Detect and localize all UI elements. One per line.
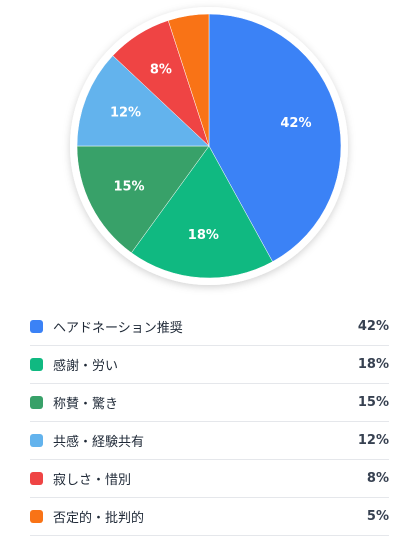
pie-chart-area: 42% 18% 15% 12% 8% [70,7,348,285]
slice-label: 15% [113,179,144,194]
legend-label: 称賛・驚き [53,397,119,412]
slice-label: 12% [110,105,141,120]
legend-item[interactable]: 感謝・労い 18% [30,346,389,384]
pie-slice[interactable] [208,13,342,263]
legend-swatch [30,320,43,333]
pie-slice[interactable] [131,145,273,279]
legend-label: 寂しさ・惜別 [53,473,132,488]
slice-label: 8% [150,63,172,78]
pie-slice[interactable] [76,55,210,147]
slice-label: 42% [280,116,311,131]
legend-item[interactable]: 否定的・批判的 5% [30,498,389,536]
legend-item[interactable]: ヘアドネーション推奨 42% [30,308,389,346]
legend-swatch [30,396,43,409]
legend-swatch [30,434,43,447]
legend-label: 感謝・労い [53,359,119,374]
legend-label: 共感・経験共有 [53,435,145,450]
pie-chart: 42% 18% 15% 12% 8% [70,7,348,285]
legend-swatch [30,472,43,485]
legend-item[interactable]: 共感・経験共有 12% [30,422,389,460]
legend-label: ヘアドネーション推奨 [53,321,183,336]
legend-swatch [30,358,43,371]
legend-item[interactable]: 称賛・驚き 15% [30,384,389,422]
legend-value: 18% [357,357,389,372]
legend-value: 15% [357,395,389,410]
pie-slice[interactable] [76,145,210,254]
legend-value: 42% [357,319,389,334]
legend-value: 8% [366,471,389,486]
legend-value: 5% [366,509,389,524]
legend: ヘアドネーション推奨 42% 感謝・労い 18% 称賛・驚き 15% 共感・経験共有 12% 寂… [30,308,389,536]
slice-label: 18% [188,228,219,243]
legend-label: 否定的・批判的 [53,511,145,526]
legend-swatch [30,510,43,523]
pie-slice[interactable] [167,13,210,147]
legend-item[interactable]: 寂しさ・惜別 8% [30,460,389,498]
legend-value: 12% [357,433,389,448]
